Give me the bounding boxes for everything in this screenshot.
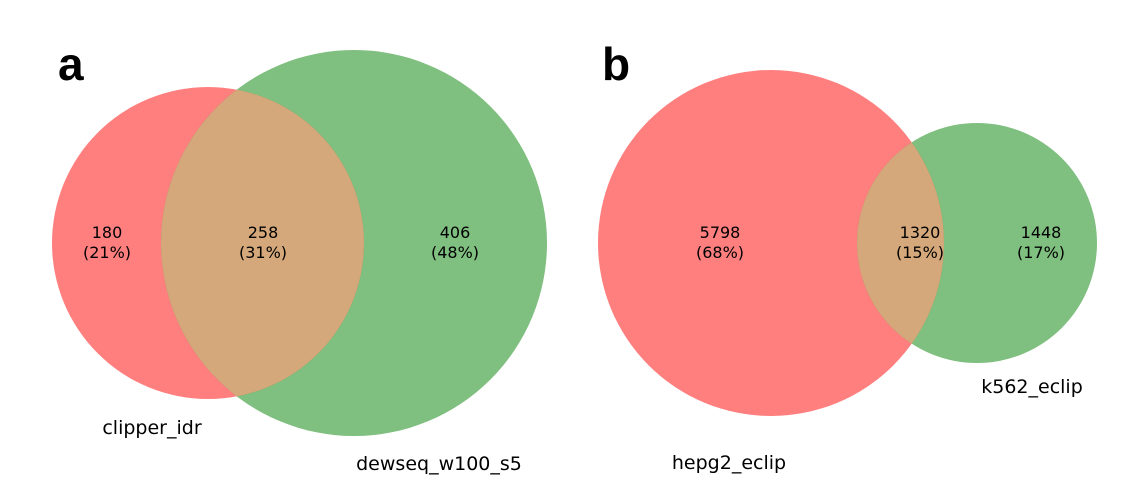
region-count-overlap-b: 1320 bbox=[900, 223, 941, 242]
venn-overlap-a bbox=[161, 87, 364, 399]
region-count-left-a: 180 bbox=[92, 223, 123, 242]
set-label-dewseq: dewseq_w100_s5 bbox=[356, 453, 522, 475]
region-percent-overlap-b: (15%) bbox=[896, 243, 944, 262]
region-count-right-a: 406 bbox=[440, 223, 471, 242]
venn-panel-a: a 180 (21%) 258 (31%) 406 (48%) clipper_… bbox=[52, 38, 547, 475]
venn-overlap-b bbox=[857, 123, 944, 363]
region-percent-right-a: (48%) bbox=[431, 243, 479, 262]
panel-letter-a: a bbox=[58, 38, 84, 90]
region-percent-overlap-a: (31%) bbox=[239, 243, 287, 262]
region-percent-left-b: (68%) bbox=[696, 243, 744, 262]
set-label-k562: k562_eclip bbox=[981, 376, 1083, 398]
set-label-hepg2: hepg2_eclip bbox=[672, 452, 786, 474]
venn-panel-b: b 5798 (68%) 1320 (15%) 1448 (17%) hepg2… bbox=[598, 38, 1097, 474]
region-percent-left-a: (21%) bbox=[83, 243, 131, 262]
region-count-right-b: 1448 bbox=[1021, 223, 1062, 242]
region-count-left-b: 5798 bbox=[700, 223, 741, 242]
venn-circle-hepg2 bbox=[598, 70, 944, 416]
panel-letter-b: b bbox=[602, 38, 630, 90]
set-label-clipper-idr: clipper_idr bbox=[102, 417, 201, 439]
region-percent-right-b: (17%) bbox=[1017, 243, 1065, 262]
region-count-overlap-a: 258 bbox=[248, 223, 279, 242]
